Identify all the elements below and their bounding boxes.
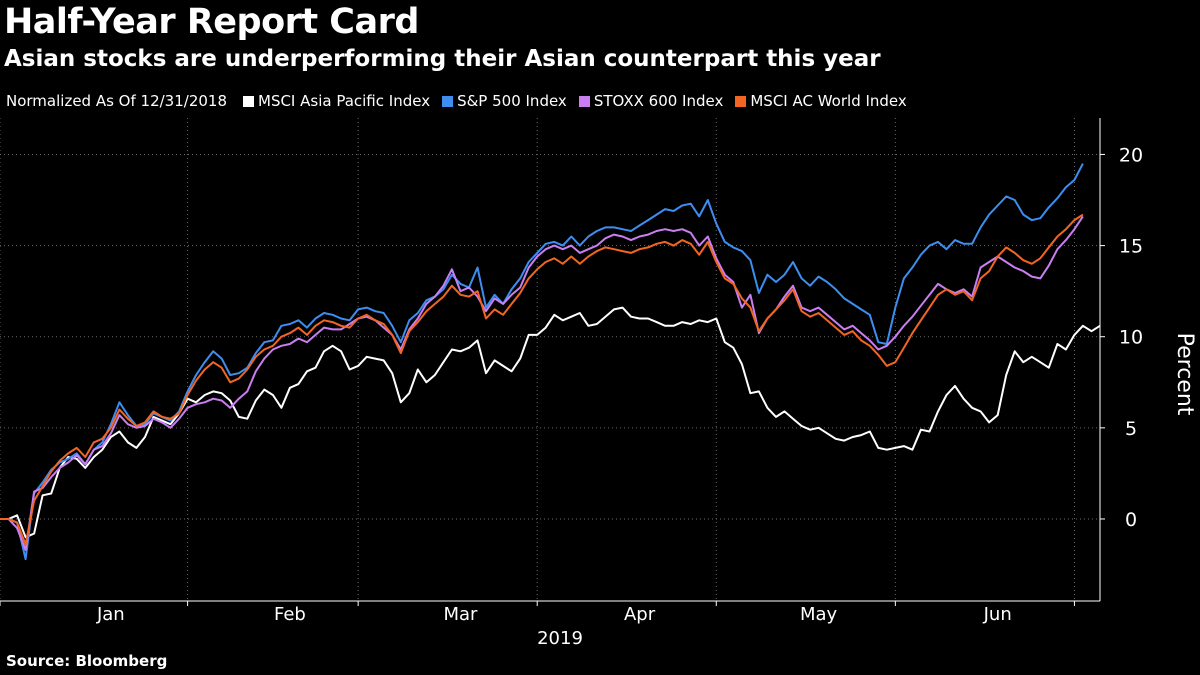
y-tick-label: 15 <box>1119 236 1143 258</box>
x-axis-label: 2019 <box>537 628 583 649</box>
x-tick-label: May <box>800 604 838 625</box>
legend-label: S&P 500 Index <box>457 92 567 110</box>
y-axis-label: Percent <box>1172 333 1197 416</box>
y-tick-label: 10 <box>1119 327 1143 349</box>
legend-label: MSCI Asia Pacific Index <box>258 92 431 110</box>
legend-swatch <box>578 95 590 107</box>
legend-normalization-note: Normalized As Of 12/31/2018 <box>6 92 227 110</box>
legend-item-sp500: S&P 500 Index <box>442 92 567 110</box>
legend-label: MSCI AC World Index <box>750 92 907 110</box>
chart-subtitle: Asian stocks are underperforming their A… <box>4 46 881 72</box>
legend-swatch <box>243 95 254 107</box>
x-tick-label: Jan <box>96 604 125 625</box>
y-tick-label: 20 <box>1119 144 1143 166</box>
x-tick-label: Feb <box>274 604 306 625</box>
grid-lines <box>0 118 1100 601</box>
x-tick-label: Mar <box>443 604 478 625</box>
series-line <box>0 213 1084 546</box>
legend-item-msci-asia-pacific: MSCI Asia Pacific Index <box>243 92 430 110</box>
source-note: Source: Bloomberg <box>6 652 168 670</box>
series-line <box>0 163 1084 561</box>
y-tick-label: 0 <box>1125 509 1137 531</box>
x-tick-label: Jun <box>983 604 1012 625</box>
x-tick-label: Apr <box>624 604 656 625</box>
legend-swatch <box>735 95 747 107</box>
series-line <box>0 215 1084 551</box>
series-line <box>0 306 1101 539</box>
chart-title: Half-Year Report Card <box>4 2 419 42</box>
axes: Jan Feb Mar Apr May Jun 2019 0 5 10 15 20 Percent <box>0 118 1197 649</box>
legend-item-msci-ac-world: MSCI AC World Index <box>735 92 907 110</box>
legend-label: STOXX 600 Index <box>593 92 724 110</box>
legend-swatch <box>442 95 454 107</box>
legend-item-stoxx600: STOXX 600 Index <box>578 92 724 110</box>
series-lines <box>0 163 1101 561</box>
chart-legend: Normalized As Of 12/31/2018 MSCI Asia Pa… <box>6 90 919 112</box>
y-tick-label: 5 <box>1125 418 1137 440</box>
